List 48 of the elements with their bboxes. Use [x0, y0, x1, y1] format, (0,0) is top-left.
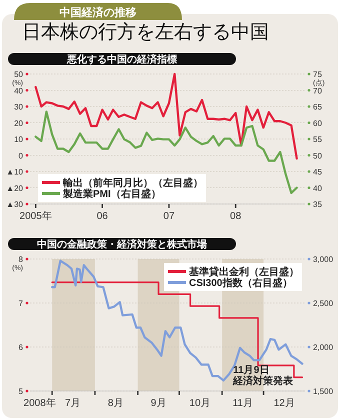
y2-tick-label: 1,500 [313, 387, 334, 396]
x-tick-label: 8月 [108, 398, 124, 409]
x-tick-label: 7月 [65, 398, 81, 409]
text: 中国経済の推移 [60, 6, 136, 19]
x-tick-label: 07 [163, 211, 175, 222]
y-tick-label: 6 [18, 343, 24, 352]
y2-tick-label: 50 [313, 151, 322, 160]
y2-tick-label: 75 [313, 70, 322, 79]
x-tick-label: 9月 [150, 398, 166, 409]
y-tick-label: 50 [14, 70, 24, 79]
x-tick-label: 12月 [274, 398, 295, 409]
legend-label: 基準貸出金利（左目盛） [188, 266, 299, 278]
y-tick-label: 30 [14, 102, 24, 112]
y-tick-label: 7 [18, 299, 24, 308]
y-tick-label: 5 [18, 387, 24, 396]
y2-tick-label: 35 [313, 200, 322, 209]
y2-tick-label: 65 [313, 102, 322, 112]
y-tick-label: ▲30 [6, 200, 24, 209]
y-tick-label: ▲20 [6, 184, 24, 193]
y2-tick-label: 40 [313, 184, 322, 193]
legend-label: 製造業PMI（右目盛） [62, 188, 161, 200]
y2-tick-label: 60 [313, 118, 322, 128]
text: 日本株の行方を左右する中国 [22, 21, 269, 43]
x-tick-label: 2005年 [20, 210, 52, 222]
x-tick-label: 11月 [232, 398, 254, 409]
chart-title: 悪化する中国の経済指標 [66, 54, 177, 66]
x-tick-label: 08 [230, 211, 242, 222]
legend-label: 輸出（前年同月比）（左目盛） [62, 177, 203, 189]
y-tick-label: 8 [18, 255, 24, 264]
annotation: 経済対策発表 [232, 375, 294, 387]
x-tick-label: 2008年 [24, 397, 56, 409]
annotation: 11月9日 [233, 365, 270, 376]
y2-tick-label: 2,000 [313, 343, 334, 352]
y-tick-label: 0 [18, 151, 24, 160]
line-series [34, 72, 298, 160]
y-tick-label: 20 [14, 118, 24, 128]
y-tick-label: ▲10 [6, 168, 24, 176]
y2-tick-label: 3,000 [313, 255, 334, 264]
legend-label: CSI300指数（右目盛） [189, 277, 292, 289]
y-tick-label: 40 [14, 86, 24, 96]
y2-tick-label: 45 [313, 168, 322, 176]
y-tick-label: 10 [14, 135, 24, 144]
y2-tick-label: 70 [313, 86, 322, 96]
y2-tick-label: 2,500 [313, 299, 334, 308]
x-tick-label: 06 [96, 211, 108, 222]
y2-tick-label: 55 [313, 135, 322, 144]
chart-title: 中国の金融政策・経済対策と株式市場 [37, 238, 207, 250]
x-tick-label: 10月 [189, 398, 211, 409]
